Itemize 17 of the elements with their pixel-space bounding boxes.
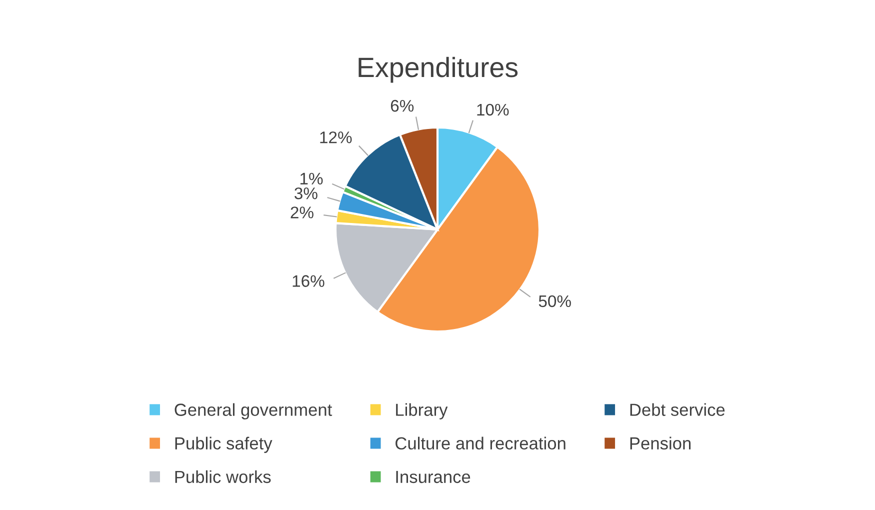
data-label: 2% bbox=[290, 206, 314, 218]
data-label: 10% bbox=[477, 104, 509, 116]
legend-label: Insurance bbox=[396, 470, 470, 484]
legend-label: General government bbox=[174, 403, 332, 420]
data-label: 50% bbox=[538, 295, 571, 308]
data-label: 12% bbox=[320, 131, 352, 144]
data-label: 6% bbox=[390, 100, 414, 112]
legend-label: Culture and recreation bbox=[396, 436, 566, 450]
data-label: 16% bbox=[292, 275, 324, 287]
data-label: 3% bbox=[294, 187, 318, 200]
data-label: 1% bbox=[300, 172, 323, 184]
legend-label: Pension bbox=[630, 436, 691, 450]
legend-label: Debt service bbox=[630, 403, 725, 416]
legend-label: Public safety bbox=[175, 436, 272, 453]
legend-label: Library bbox=[396, 403, 448, 420]
chart-title: Expenditures bbox=[358, 56, 518, 83]
legend-label: Public works bbox=[175, 470, 271, 484]
